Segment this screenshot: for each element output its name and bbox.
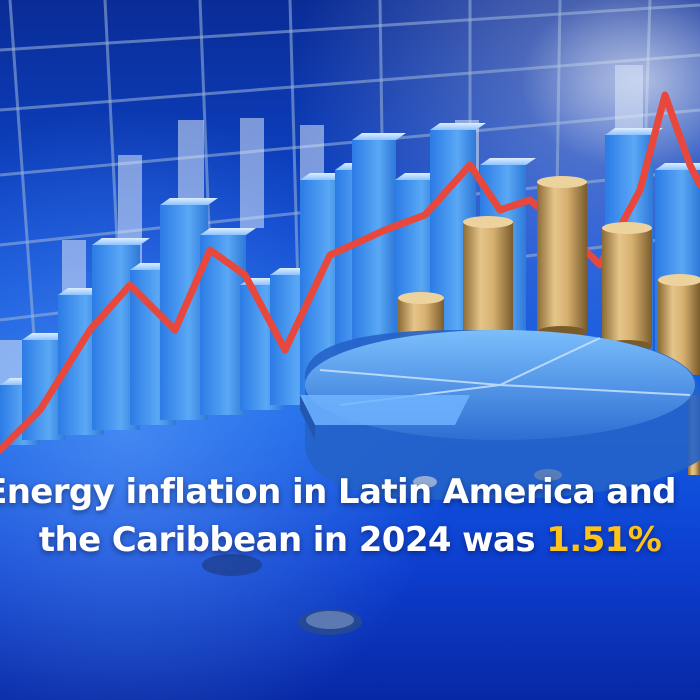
coin-stack (537, 176, 587, 338)
caption-line-1: Energy inflation in Latin America and (0, 472, 677, 512)
ghost-bars (0, 65, 643, 420)
coin-stacks (398, 176, 700, 475)
coin-stack (602, 222, 652, 352)
pie-chart (300, 330, 700, 500)
caption-line-2-prefix: the Caribbean in 2024 was (38, 520, 547, 560)
floor-coins (202, 469, 562, 635)
inflation-value: 1.51% (546, 520, 662, 560)
coin-stack (463, 216, 513, 346)
headline-caption: Energy inflation in Latin America and th… (0, 468, 700, 564)
bar (200, 228, 256, 415)
caption-line-2: the Caribbean in 2024 was 1.51% (0, 516, 700, 564)
trend-line (0, 91, 700, 454)
